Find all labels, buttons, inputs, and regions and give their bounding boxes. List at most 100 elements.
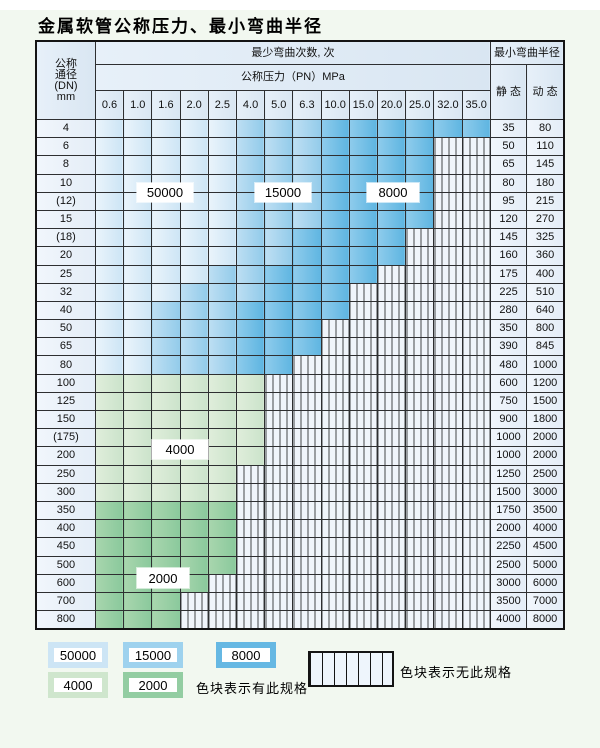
table-row: 8 65 145 (35, 155, 565, 175)
pressure-cell (348, 209, 378, 230)
no-spec-cell (376, 446, 407, 466)
static-cell: 480 (489, 355, 528, 375)
no-spec-cell (433, 391, 463, 412)
no-spec-cell (461, 300, 491, 321)
pressure-cell (94, 573, 125, 593)
no-spec-cell (376, 264, 407, 284)
dn-cell: 20 (35, 246, 96, 266)
no-spec-cell (292, 355, 322, 375)
no-spec-cell (292, 428, 322, 448)
pressure-tick: 2.0 (179, 90, 209, 120)
static-cell: 1500 (489, 482, 528, 502)
pressure-cell (94, 337, 125, 357)
no-spec-cell (348, 555, 378, 575)
no-spec-cell (433, 537, 463, 557)
no-spec-cell (376, 591, 407, 612)
dn-header-line: 通径 (54, 68, 77, 81)
no-spec-cell (235, 610, 266, 630)
pressure-cell (151, 337, 181, 357)
dynamic-cell: 4000 (526, 519, 565, 539)
pressure-cell (123, 373, 153, 393)
dn-cell: 6 (35, 137, 96, 157)
pressure-tick: 0.6 (94, 90, 125, 120)
table-row: 400 2000 4000 (35, 519, 565, 539)
legend-box-8000: 8000 (216, 642, 276, 668)
pressure-cell (207, 355, 237, 375)
pressure-cell (123, 118, 153, 139)
no-spec-cell (264, 482, 294, 502)
pressure-cell (94, 391, 125, 412)
no-spec-cell (405, 319, 435, 339)
pressure-cell (264, 209, 294, 230)
pressure-cell (179, 337, 209, 357)
no-spec-cell (292, 591, 322, 612)
dn-cell: 250 (35, 464, 96, 484)
no-spec-cell (264, 519, 294, 539)
pressure-cell (94, 246, 125, 266)
no-spec-cell (461, 209, 491, 230)
spec-table-head: 公称 通径 (DN) mm 最少弯曲次数, 次最小弯曲半径 公称压力（PN）MPa 静 态动… (35, 40, 565, 120)
no-spec-cell (405, 428, 435, 448)
no-spec-cell (348, 337, 378, 357)
no-spec-cell (376, 391, 407, 412)
no-spec-cell (376, 409, 407, 430)
pressure-cell (292, 300, 322, 321)
pressure-cell (264, 118, 294, 139)
pressure-cell (179, 464, 209, 484)
pressure-cell (123, 428, 153, 448)
pressure-cell (94, 500, 125, 521)
no-spec-cell (235, 537, 266, 557)
no-spec-cell (264, 391, 294, 412)
table-row: 80 480 1000 (35, 355, 565, 375)
dn-cell: 40 (35, 300, 96, 321)
no-spec-cell (348, 355, 378, 375)
pressure-cell (348, 264, 378, 284)
dn-cell: 200 (35, 446, 96, 466)
pressure-cell (179, 391, 209, 412)
dynamic-cell: 8000 (526, 610, 565, 630)
table-row: 200 1000 2000 (35, 446, 565, 466)
pressure-cell (123, 500, 153, 521)
no-spec-cell (376, 319, 407, 339)
table-row: 15 120 270 (35, 209, 565, 230)
no-spec-cell (405, 446, 435, 466)
no-spec-cell (207, 573, 237, 593)
top-strip (0, 0, 600, 10)
no-spec-cell (264, 373, 294, 393)
pressure-cell (123, 464, 153, 484)
pressure-cell (94, 155, 125, 175)
pressure-cell (264, 319, 294, 339)
pressure-cell (320, 246, 350, 266)
pressure-cell (151, 519, 181, 539)
no-spec-cell (348, 610, 378, 630)
no-spec-cell (433, 137, 463, 157)
pressure-cell (264, 228, 294, 248)
pressure-cell (207, 373, 237, 393)
pressure-cell (123, 482, 153, 502)
pressure-cell (179, 409, 209, 430)
no-spec-cell (405, 482, 435, 502)
pressure-cell (405, 118, 435, 139)
dn-header: 公称 通径 (DN) mm (35, 40, 96, 120)
legend-label: 8000 (231, 647, 261, 663)
pressure-cell (292, 319, 322, 339)
pressure-cell (123, 300, 153, 321)
no-spec-cell (461, 373, 491, 393)
pressure-cell (264, 282, 294, 302)
no-spec-cell (264, 500, 294, 521)
pressure-cell (264, 264, 294, 284)
table-row: 150 900 1800 (35, 409, 565, 430)
pressure-cell (123, 319, 153, 339)
pressure-cell (207, 464, 237, 484)
pressure-cell (94, 282, 125, 302)
pressure-cell (123, 591, 153, 612)
pressure-cell (94, 228, 125, 248)
pressure-cell (207, 519, 237, 539)
table-row: 250 1250 2500 (35, 464, 565, 484)
no-spec-cell (320, 500, 350, 521)
static-cell: 160 (489, 246, 528, 266)
static-cell: 350 (489, 319, 528, 339)
no-spec-cell (376, 519, 407, 539)
pressure-tick: 1.6 (151, 90, 181, 120)
pressure-cell (179, 355, 209, 375)
